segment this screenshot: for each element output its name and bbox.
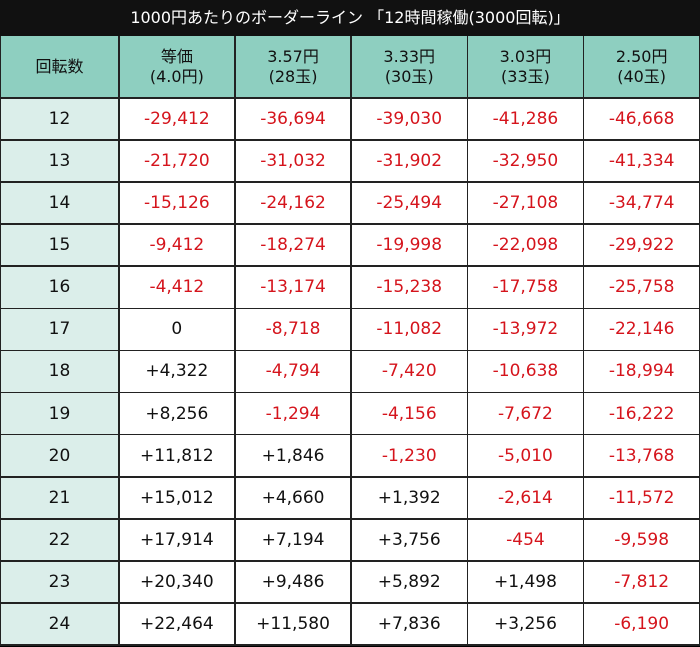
header-text: (28玉) (268, 66, 318, 86)
table-cell: -9,598 (584, 519, 699, 561)
table: 回転数 等価 (4.0円) 3.57円 (28玉) 3.33円 (30玉) 3.03円 (33玉… (0, 36, 700, 646)
table-cell: -17,758 (468, 266, 583, 308)
table-cell: -1,294 (235, 393, 351, 434)
header-text: 2.50円 (615, 46, 668, 66)
table-cell: -19,998 (351, 224, 467, 266)
table-cell: +3,256 (468, 603, 583, 645)
table-cell: +22,464 (119, 603, 235, 645)
table-cell: -36,694 (235, 98, 351, 140)
table-cell: -41,334 (584, 140, 699, 182)
row-label: 22 (1, 519, 118, 561)
table-cell: +1,498 (468, 561, 583, 603)
header-cell: 3.03円 (33玉) (468, 36, 583, 97)
table-cell: -7,420 (351, 351, 467, 392)
table-cell: +4,660 (235, 477, 351, 519)
row-label: 12 (1, 98, 118, 140)
table-cell: -41,286 (468, 98, 583, 140)
row-label: 20 (1, 435, 118, 477)
table-cell: -11,082 (351, 309, 467, 350)
table-cell: +4,322 (119, 351, 235, 392)
table-cell: -22,146 (584, 309, 699, 350)
row-label: 15 (1, 224, 118, 266)
header-text: (40玉) (617, 66, 667, 86)
table-cell: +1,392 (351, 477, 467, 519)
header-cell: 3.57円 (28玉) (235, 36, 351, 97)
table-cell: 0 (119, 309, 235, 350)
table-cell: -6,190 (584, 603, 699, 645)
header-text: (30玉) (384, 66, 434, 86)
table-cell: -13,972 (468, 309, 583, 350)
table-cell: +17,914 (119, 519, 235, 561)
table-cell: -31,032 (235, 140, 351, 182)
row-label: 21 (1, 477, 118, 519)
table-cell: +1,846 (235, 435, 351, 477)
table-cell: +20,340 (119, 561, 235, 603)
table-cell: -46,668 (584, 98, 699, 140)
table-cell: +8,256 (119, 393, 235, 434)
table-cell: -15,126 (119, 182, 235, 224)
table-cell: -5,010 (468, 435, 583, 477)
row-label: 23 (1, 561, 118, 603)
table-cell: -10,638 (468, 351, 583, 392)
header-cell: 等価 (4.0円) (119, 36, 235, 97)
table-cell: -16,222 (584, 393, 699, 434)
table-cell: +9,486 (235, 561, 351, 603)
header-text: (33玉) (501, 66, 550, 86)
header-text: 3.33円 (383, 46, 436, 66)
table-cell: -29,412 (119, 98, 235, 140)
row-label: 14 (1, 182, 118, 224)
table-cell: -39,030 (351, 98, 467, 140)
table-cell: -9,412 (119, 224, 235, 266)
table-cell: -29,922 (584, 224, 699, 266)
table-cell: +7,836 (351, 603, 467, 645)
table-cell: -7,812 (584, 561, 699, 603)
table-cell: -13,174 (235, 266, 351, 308)
table-cell: -22,098 (468, 224, 583, 266)
header-text: 回転数 (35, 56, 84, 76)
table-cell: -18,994 (584, 351, 699, 392)
row-label: 24 (1, 603, 118, 645)
row-label: 13 (1, 140, 118, 182)
table-cell: +11,580 (235, 603, 351, 645)
table-cell: +3,756 (351, 519, 467, 561)
table-cell: -1,230 (351, 435, 467, 477)
header-text: 3.57円 (267, 46, 319, 66)
table-cell: +5,892 (351, 561, 467, 603)
row-label: 16 (1, 266, 118, 308)
table-cell: -31,902 (351, 140, 467, 182)
header-text: (4.0円) (149, 66, 204, 86)
table-cell: -4,794 (235, 351, 351, 392)
header-cell: 回転数 (1, 36, 118, 97)
table-cell: -21,720 (119, 140, 235, 182)
table-cell: -32,950 (468, 140, 583, 182)
table-cell: -13,768 (584, 435, 699, 477)
header-cell: 2.50円 (40玉) (584, 36, 699, 97)
table-cell: -27,108 (468, 182, 583, 224)
header-text: 等価 (160, 46, 193, 66)
table-cell: -7,672 (468, 393, 583, 434)
table-cell: -454 (468, 519, 583, 561)
row-label: 18 (1, 351, 118, 392)
table-cell: -2,614 (468, 477, 583, 519)
header-cell: 3.33円 (30玉) (351, 36, 467, 97)
table-cell: +7,194 (235, 519, 351, 561)
table-cell: -4,412 (119, 266, 235, 308)
table-cell: -18,274 (235, 224, 351, 266)
table-cell: -34,774 (584, 182, 699, 224)
table-cell: +11,812 (119, 435, 235, 477)
table-cell: -11,572 (584, 477, 699, 519)
table-cell: -25,758 (584, 266, 699, 308)
header-text: 3.03円 (499, 46, 552, 66)
table-cell: -8,718 (235, 309, 351, 350)
table-cell: -4,156 (351, 393, 467, 434)
table-cell: -24,162 (235, 182, 351, 224)
table-cell: -25,494 (351, 182, 467, 224)
table-cell: +15,012 (119, 477, 235, 519)
table-cell: -15,238 (351, 266, 467, 308)
title: 1000円あたりのボーダーライン 「12時間稼働(3000回転)」 (0, 0, 700, 36)
row-label: 19 (1, 393, 118, 434)
row-label: 17 (1, 309, 118, 350)
